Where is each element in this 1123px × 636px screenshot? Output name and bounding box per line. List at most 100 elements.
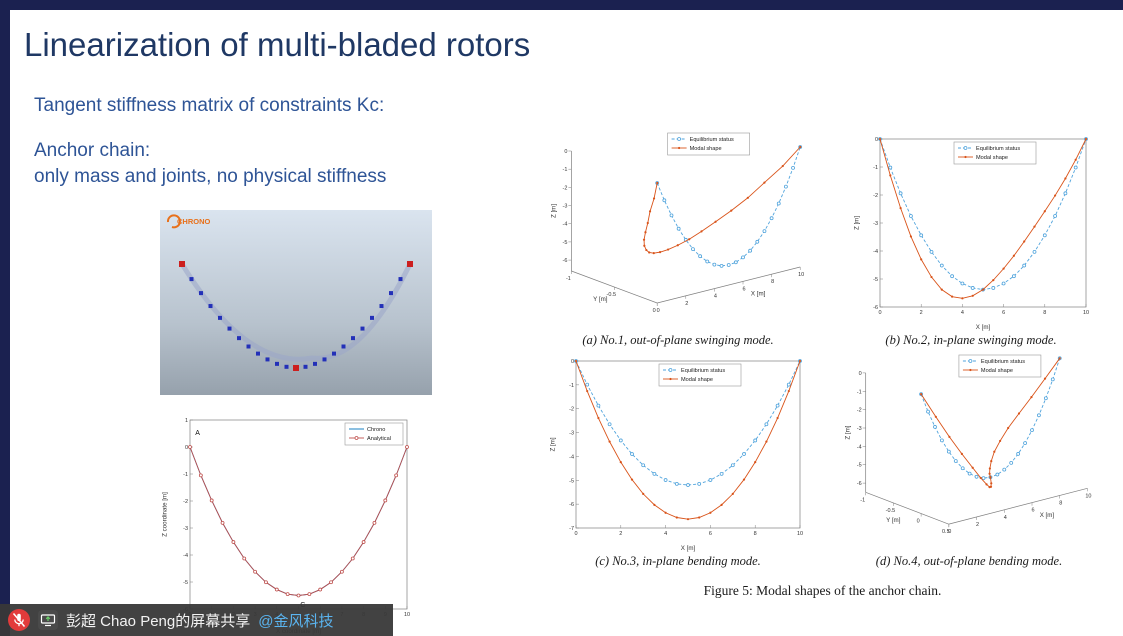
- svg-text:10: 10: [404, 612, 410, 618]
- share-org-link[interactable]: @金风科技: [258, 612, 334, 630]
- svg-text:4: 4: [1004, 515, 1007, 521]
- svg-text:-1: -1: [873, 165, 878, 171]
- svg-text:0: 0: [653, 308, 656, 314]
- svg-text:0.5: 0.5: [942, 529, 950, 535]
- svg-text:0: 0: [948, 529, 951, 535]
- svg-text:-6: -6: [569, 502, 574, 508]
- svg-text:-3: -3: [183, 526, 188, 532]
- svg-text:-5: -5: [873, 277, 878, 283]
- svg-text:Z [m]: Z [m]: [550, 437, 557, 451]
- svg-text:Z [m]: Z [m]: [854, 216, 861, 230]
- svg-text:0: 0: [564, 149, 567, 155]
- subcaption-b: (b) No.2, in-plane swinging mode.: [885, 333, 1057, 347]
- subcaption-c: (c) No.3, in-plane bending mode.: [595, 554, 761, 568]
- svg-text:4: 4: [664, 531, 667, 537]
- svg-text:Z [m]: Z [m]: [845, 425, 852, 439]
- left-accent-bar: [0, 0, 10, 636]
- svg-text:0: 0: [875, 137, 878, 143]
- svg-text:X [m]: X [m]: [681, 545, 696, 552]
- svg-text:-0.5: -0.5: [607, 292, 616, 298]
- svg-text:-6: -6: [857, 481, 862, 487]
- svg-text:8: 8: [754, 531, 757, 537]
- svg-text:6: 6: [1002, 310, 1005, 316]
- svg-text:-3: -3: [569, 431, 574, 437]
- svg-text:-1: -1: [569, 383, 574, 389]
- svg-text:-3: -3: [857, 426, 862, 432]
- svg-text:1: 1: [185, 418, 188, 424]
- svg-text:-4: -4: [183, 553, 188, 559]
- svg-text:-5: -5: [857, 463, 862, 469]
- svg-text:Y [m]: Y [m]: [886, 517, 901, 524]
- svg-text:-1: -1: [860, 497, 865, 503]
- figure-caption: Figure 5: Modal shapes of the anchor cha…: [703, 583, 942, 598]
- subcaption-a: (a) No.1, out-of-plane swinging mode.: [582, 333, 774, 347]
- anchor-chain-description: only mass and joints, no physical stiffn…: [34, 166, 387, 187]
- svg-text:-6: -6: [873, 305, 878, 311]
- svg-text:0: 0: [859, 371, 862, 377]
- top-accent-bar: [0, 0, 1123, 10]
- svg-text:6: 6: [1031, 508, 1034, 514]
- svg-text:Y [m]: Y [m]: [593, 296, 608, 303]
- svg-text:Analytical: Analytical: [367, 436, 391, 442]
- svg-text:10: 10: [1085, 493, 1091, 499]
- svg-text:0: 0: [657, 308, 660, 314]
- svg-text:Equilibrium status: Equilibrium status: [976, 146, 1020, 152]
- svg-text:Chrono: Chrono: [367, 427, 385, 433]
- svg-text:8: 8: [1043, 310, 1046, 316]
- svg-text:6: 6: [742, 286, 745, 292]
- svg-text:-3: -3: [873, 221, 878, 227]
- svg-text:X [m]: X [m]: [1040, 512, 1055, 519]
- anchor-chain-label: Anchor chain:: [34, 140, 151, 161]
- svg-text:-7: -7: [569, 526, 574, 532]
- svg-text:Equilibrium status: Equilibrium status: [681, 368, 725, 374]
- svg-text:-1: -1: [563, 167, 568, 173]
- subcaption-d: (d) No.4, out-of-plane bending mode.: [875, 554, 1063, 568]
- svg-text:-5: -5: [183, 580, 188, 586]
- svg-text:A: A: [195, 430, 200, 437]
- svg-text:0: 0: [878, 310, 881, 316]
- svg-text:X [m]: X [m]: [976, 324, 991, 331]
- svg-text:Z coordinate [m]: Z coordinate [m]: [162, 492, 169, 537]
- svg-text:10: 10: [797, 531, 803, 537]
- svg-text:-2: -2: [183, 499, 188, 505]
- svg-text:-5: -5: [569, 478, 574, 484]
- svg-text:2: 2: [976, 522, 979, 528]
- svg-text:X [m]: X [m]: [751, 291, 766, 298]
- svg-text:-1: -1: [566, 276, 571, 282]
- svg-text:Modal shape: Modal shape: [976, 155, 1008, 161]
- svg-text:-1: -1: [183, 472, 188, 478]
- svg-text:-3: -3: [563, 204, 568, 210]
- svg-text:-4: -4: [569, 454, 574, 460]
- svg-text:10: 10: [798, 272, 804, 278]
- svg-text:Equilibrium status: Equilibrium status: [690, 137, 734, 143]
- modal-plot-c: 0 2 4 6 8 10 0 -1 -2 -3 -4 -5 -6 -7 X [m] Z [m] Equilibr…: [548, 353, 808, 552]
- svg-text:-0.5: -0.5: [886, 508, 895, 514]
- svg-text:Modal shape: Modal shape: [690, 146, 722, 152]
- svg-text:2: 2: [619, 531, 622, 537]
- share-presenter-text: 彭超 Chao Peng的屏幕共享: [66, 612, 251, 630]
- svg-text:Modal shape: Modal shape: [681, 377, 713, 383]
- svg-text:-2: -2: [563, 185, 568, 191]
- svg-text:-4: -4: [857, 444, 862, 450]
- svg-text:2: 2: [685, 301, 688, 307]
- svg-text:-2: -2: [857, 408, 862, 414]
- svg-text:8: 8: [1059, 500, 1062, 506]
- svg-text:10: 10: [1083, 310, 1089, 316]
- svg-text:-2: -2: [569, 407, 574, 413]
- svg-text:0: 0: [574, 531, 577, 537]
- subtitle-tangent-stiffness: Tangent stiffness matrix of constraints …: [34, 95, 385, 116]
- svg-text:0: 0: [185, 445, 188, 451]
- svg-text:8: 8: [771, 279, 774, 285]
- svg-text:2: 2: [920, 310, 923, 316]
- svg-text:6: 6: [709, 531, 712, 537]
- muted-mic-icon[interactable]: [8, 609, 30, 631]
- svg-text:Z [m]: Z [m]: [550, 204, 557, 218]
- svg-text:0: 0: [571, 359, 574, 365]
- svg-text:-5: -5: [563, 240, 568, 246]
- svg-text:4: 4: [961, 310, 964, 316]
- screen-share-icon[interactable]: [38, 610, 58, 630]
- svg-text:Modal shape: Modal shape: [981, 368, 1013, 374]
